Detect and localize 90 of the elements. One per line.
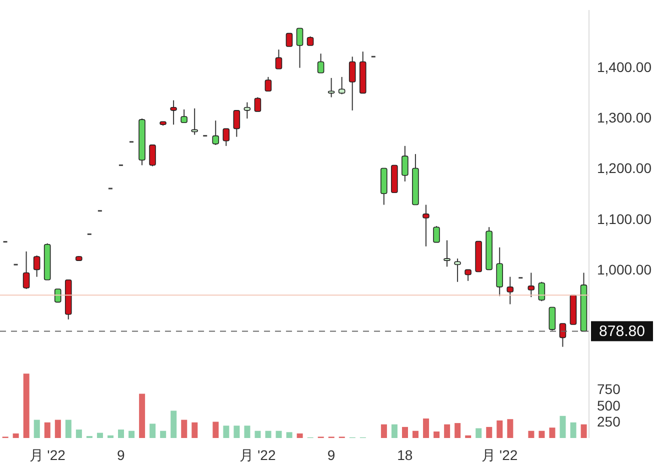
y-tick-label: 500 bbox=[597, 397, 621, 414]
bar bbox=[580, 424, 587, 438]
bar bbox=[139, 394, 146, 438]
bar bbox=[65, 420, 72, 438]
bar bbox=[296, 433, 303, 438]
candlestick bbox=[180, 108, 188, 124]
candlestick bbox=[402, 145, 408, 182]
bar bbox=[423, 418, 430, 438]
bar bbox=[380, 424, 387, 438]
candlestick bbox=[506, 276, 514, 305]
candlestick bbox=[212, 120, 220, 146]
bar bbox=[276, 430, 282, 438]
bar bbox=[507, 419, 514, 438]
bar bbox=[150, 424, 156, 438]
candlestick bbox=[170, 100, 177, 126]
bar bbox=[96, 432, 103, 438]
bar bbox=[160, 430, 166, 438]
candlestick bbox=[528, 272, 535, 298]
x-tick-label: 9 bbox=[327, 447, 336, 463]
bar bbox=[128, 430, 135, 438]
bar bbox=[444, 424, 450, 438]
bar bbox=[486, 426, 492, 438]
candlestick bbox=[538, 281, 546, 302]
bar bbox=[402, 426, 408, 438]
bar bbox=[465, 435, 472, 438]
x-tick-label: 月 '22 bbox=[240, 447, 276, 463]
candlestick bbox=[149, 144, 156, 167]
bar bbox=[496, 420, 503, 438]
candlestick bbox=[286, 32, 293, 47]
candlestick bbox=[54, 288, 62, 303]
candlestick bbox=[22, 250, 30, 290]
y-tick-label: 1,300.00 bbox=[597, 110, 652, 126]
candlestick bbox=[233, 110, 240, 138]
bar bbox=[434, 432, 440, 438]
candlestick bbox=[33, 255, 40, 278]
bar bbox=[181, 420, 188, 438]
y-tick-label: 1,100.00 bbox=[597, 210, 652, 227]
y-tick-label: 1,400.00 bbox=[597, 58, 652, 75]
x-tick-label: 月 '22 bbox=[482, 447, 518, 463]
bar bbox=[265, 430, 272, 438]
candlestick bbox=[306, 36, 314, 46]
bar bbox=[391, 424, 398, 438]
bar bbox=[23, 374, 30, 438]
bar bbox=[570, 422, 576, 438]
candlestick bbox=[444, 240, 450, 268]
bar bbox=[107, 435, 114, 438]
candlestick bbox=[222, 128, 230, 146]
bar bbox=[528, 430, 534, 438]
bar bbox=[118, 430, 124, 438]
bar bbox=[244, 426, 250, 438]
bar bbox=[54, 420, 61, 438]
bar bbox=[223, 426, 230, 438]
candlestick bbox=[264, 76, 272, 92]
bar bbox=[454, 423, 461, 438]
y-tick-label: 250 bbox=[597, 414, 621, 430]
bar bbox=[76, 430, 82, 438]
candlestick bbox=[275, 49, 282, 70]
candlestick bbox=[254, 96, 262, 112]
y-tick-label: 1,000.00 bbox=[597, 262, 652, 278]
bar bbox=[412, 430, 419, 438]
ref-line-label: 878.80 bbox=[599, 323, 645, 340]
bar bbox=[476, 428, 482, 438]
candlestick bbox=[422, 204, 430, 247]
bar bbox=[34, 420, 40, 438]
bar bbox=[192, 422, 198, 438]
bar bbox=[286, 432, 292, 438]
x-tick-label: 18 bbox=[397, 447, 413, 463]
candlestick bbox=[548, 306, 556, 332]
bar bbox=[560, 416, 566, 438]
candlestick bbox=[317, 53, 324, 74]
candlestick bbox=[433, 226, 440, 243]
bar bbox=[538, 430, 545, 438]
bar bbox=[234, 426, 240, 438]
candlestick bbox=[244, 102, 251, 120]
candlestick bbox=[296, 28, 304, 68]
bar bbox=[170, 410, 177, 438]
x-tick-label: 9 bbox=[117, 447, 126, 463]
x-tick-label: 月 '22 bbox=[29, 447, 66, 463]
candlestick bbox=[338, 76, 346, 95]
bar bbox=[212, 422, 219, 438]
bar bbox=[549, 428, 556, 438]
candlestick bbox=[348, 56, 356, 111]
bar bbox=[44, 422, 50, 438]
y-tick-label: 750 bbox=[597, 381, 621, 398]
y-tick-label: 1,200.00 bbox=[597, 160, 652, 176]
candlestick bbox=[454, 258, 461, 282]
bar bbox=[254, 430, 261, 438]
bar bbox=[12, 433, 19, 438]
candlestick bbox=[496, 246, 503, 297]
candlestick bbox=[464, 269, 472, 282]
